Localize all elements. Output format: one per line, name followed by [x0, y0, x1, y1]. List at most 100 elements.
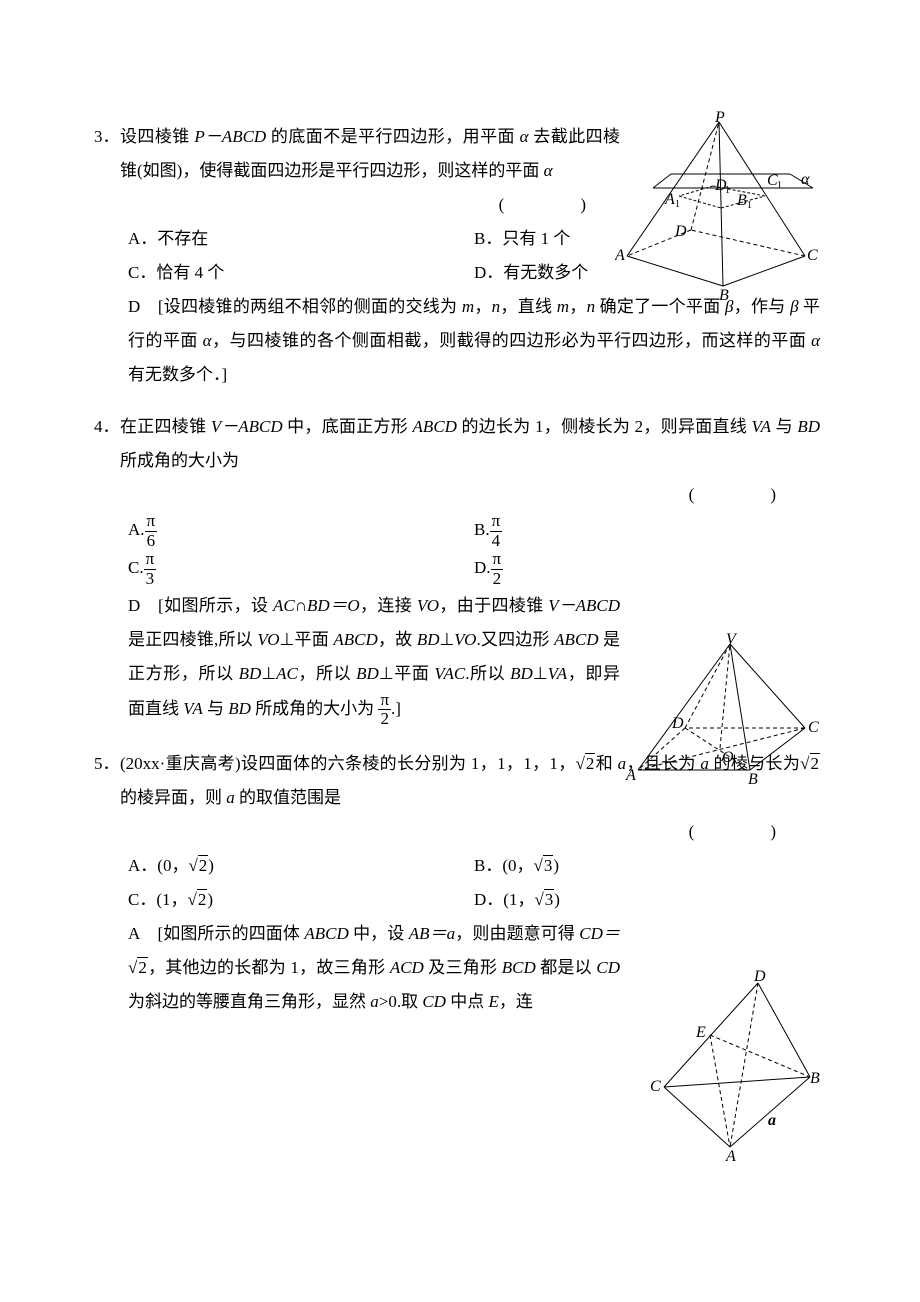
exp-text: ，连接: [360, 596, 417, 615]
stem-text: 的底面不是平行四边形，用平面: [266, 127, 519, 146]
exp-var: α: [203, 331, 212, 350]
option-c: C．恰有 4 个: [128, 256, 474, 290]
numerator: π: [378, 691, 391, 711]
exp-var: AB＝a: [409, 924, 455, 943]
exp-text: ，由于四棱锥: [439, 596, 548, 615]
exp-var: VO: [454, 630, 476, 649]
fraction: π2: [378, 691, 391, 729]
fraction: π2: [491, 550, 504, 588]
exp-text: ⊥: [533, 664, 548, 683]
exp-text: .又四边形: [476, 630, 554, 649]
numerator: π: [490, 512, 503, 532]
exp-text: 有无数多个．]: [128, 365, 227, 384]
fraction: π3: [144, 550, 157, 588]
stem-var: a: [226, 788, 235, 807]
exp-text: 为斜边的等腰直角三角形，显然: [128, 992, 370, 1011]
answer-letter: D: [128, 596, 140, 615]
opt-label: A．(0，: [128, 856, 188, 875]
option-c: C．(1，√2): [128, 883, 474, 917]
problem-number: 4．: [94, 410, 120, 444]
stem-var: a: [618, 754, 627, 773]
option-d: D．(1，√3): [474, 883, 820, 917]
radicand: 3: [544, 889, 555, 909]
stem-text: 在正四棱锥: [120, 417, 211, 436]
stem-var: ABCD: [413, 417, 457, 436]
exp-var: VA: [548, 664, 568, 683]
svg-text:V: V: [726, 631, 738, 648]
exp-var: CD＝: [579, 924, 620, 943]
stem-text: 与: [771, 417, 797, 436]
exp-var: a: [370, 992, 379, 1011]
numerator: π: [491, 550, 504, 570]
radicand: 3: [543, 855, 554, 875]
svg-text:B: B: [737, 192, 747, 209]
explanation: D [设四棱锥的两组不相邻的侧面的交线为 m，n，直线 m，n 确定了一个平面 …: [120, 290, 820, 392]
exp-var: ABCD: [304, 924, 348, 943]
svg-text:D: D: [671, 715, 684, 732]
exp-text: ，: [474, 297, 492, 316]
exp-var: ACD: [390, 958, 424, 977]
svg-text:C: C: [650, 1078, 661, 1095]
radicand: 2: [197, 889, 208, 909]
exp-var: VA: [183, 699, 203, 718]
stem-text: 所成角的大小为: [120, 451, 239, 470]
exp-text: ，与四棱锥的各个侧面相截，则截得的四边形必为平行四边形，而这样的平面: [212, 331, 811, 350]
stem-text: ，且长为: [626, 754, 700, 773]
exp-text: ，则由题意可得: [455, 924, 579, 943]
exp-var: BD: [510, 664, 533, 683]
svg-text:1: 1: [675, 199, 680, 210]
exp-var: n: [492, 297, 501, 316]
stem-text: (20xx·重庆高考)设四面体的六条棱的长分别为 1，1，1，1，: [120, 754, 576, 773]
exp-var: BD: [228, 699, 251, 718]
stem-text: 的取值范围是: [235, 788, 341, 807]
svg-text:A: A: [725, 1148, 736, 1162]
svg-text:C: C: [808, 719, 819, 736]
denominator: 4: [490, 532, 503, 551]
exp-var: CD: [422, 992, 446, 1011]
answer-blank: ( ): [120, 478, 820, 512]
stem-var: P－ABCD: [194, 127, 266, 146]
svg-text:1: 1: [725, 185, 730, 196]
exp-text: 中，设: [349, 924, 409, 943]
exp-var: BD: [239, 664, 262, 683]
problem-stem: 在正四棱锥 V－ABCD 中，底面正方形 ABCD 的边长为 1，侧棱长为 2，…: [120, 410, 820, 478]
problem-number: 5．: [94, 747, 120, 781]
exp-text: ⊥: [439, 630, 454, 649]
problem-number: 3．: [94, 120, 120, 154]
fraction: π6: [145, 512, 158, 550]
exp-text: .所以: [465, 664, 510, 683]
exp-text: .]: [391, 699, 401, 718]
radicand: 2: [585, 753, 596, 773]
stem-text: 设四棱锥: [120, 127, 194, 146]
figure-pyramid-abcd: P A B C D A1 B1 C1 D1 α: [615, 110, 820, 300]
exp-text: ，其他边的长都为 1，故三角形: [148, 958, 390, 977]
stem-text: 和: [595, 754, 617, 773]
exp-text: ⊥平面: [379, 664, 435, 683]
opt-close: ): [207, 890, 213, 909]
sqrt: √3: [534, 889, 554, 909]
exp-var: E: [488, 992, 498, 1011]
denominator: 2: [378, 710, 391, 729]
sqrt: √2: [128, 957, 148, 977]
problem-5: 5． (20xx·重庆高考)设四面体的六条棱的长分别为 1，1，1，1，√2和 …: [120, 747, 820, 1019]
exp-text: >0.取: [379, 992, 423, 1011]
opt-label: C.: [128, 558, 144, 577]
option-c: C.π3: [128, 550, 474, 588]
option-b: B.π4: [474, 512, 820, 550]
exp-text: [如图所示，设: [140, 596, 273, 615]
svg-text:A: A: [615, 247, 625, 264]
option-a: A．不存在: [128, 222, 474, 256]
opt-label: D．(1，: [474, 890, 534, 909]
answer-letter: D: [128, 297, 140, 316]
answer-blank: ( ): [120, 815, 820, 849]
radicand: 2: [137, 957, 148, 977]
svg-text:C: C: [807, 247, 818, 264]
problem-stem: (20xx·重庆高考)设四面体的六条棱的长分别为 1，1，1，1，√2和 a，且…: [120, 747, 820, 815]
options: A．(0，√2) B．(0，√3) C．(1，√2) D．(1，√3): [120, 849, 820, 917]
exp-var: α: [811, 331, 820, 350]
exp-text: ，故: [378, 630, 417, 649]
sqrt: √2: [188, 855, 208, 875]
exp-text: ，连: [499, 992, 533, 1011]
svg-text:D: D: [753, 968, 766, 985]
sqrt: √3: [534, 855, 554, 875]
